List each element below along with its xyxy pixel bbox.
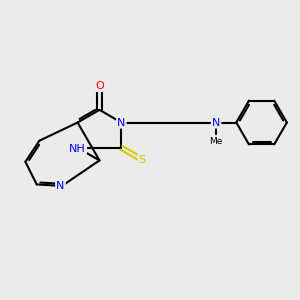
- Text: N: N: [56, 181, 64, 191]
- Text: O: O: [95, 81, 104, 91]
- Text: N: N: [212, 118, 220, 128]
- Text: Me: Me: [209, 137, 223, 146]
- Text: N: N: [117, 118, 125, 128]
- Text: S: S: [139, 155, 146, 165]
- Text: NH: NH: [69, 144, 86, 154]
